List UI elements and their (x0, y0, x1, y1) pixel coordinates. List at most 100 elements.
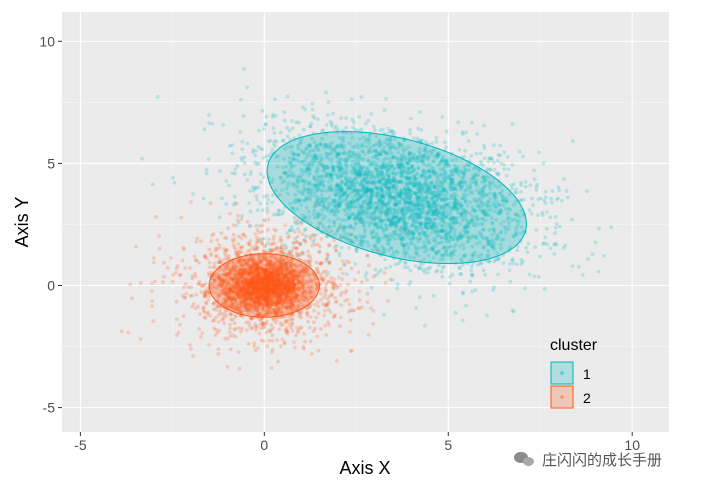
data-point (480, 209, 484, 214)
data-point (482, 156, 487, 161)
data-point (397, 143, 402, 148)
data-point (296, 159, 301, 164)
data-point (543, 195, 548, 200)
data-points (119, 67, 614, 371)
data-point (481, 201, 486, 206)
data-point (319, 291, 323, 296)
data-point (421, 268, 425, 272)
data-point (393, 215, 398, 220)
data-point (338, 222, 343, 227)
data-point (315, 156, 320, 161)
data-point (410, 217, 415, 221)
data-point (565, 195, 570, 200)
data-point (341, 135, 346, 140)
data-point (532, 168, 536, 173)
data-point (285, 191, 290, 196)
data-point (407, 181, 412, 186)
data-point (363, 274, 368, 279)
data-point (448, 185, 453, 190)
data-point (459, 272, 463, 276)
data-point (593, 240, 598, 245)
data-point (473, 250, 477, 255)
data-point (402, 219, 407, 223)
data-point (317, 199, 322, 204)
data-point (422, 197, 427, 201)
data-point (312, 159, 316, 164)
data-point (437, 210, 441, 215)
data-point (417, 212, 422, 216)
data-point (326, 100, 331, 105)
data-point (446, 246, 450, 250)
data-point (417, 151, 422, 156)
data-point (333, 154, 338, 159)
data-point (270, 350, 274, 355)
data-point (344, 272, 349, 276)
data-point (199, 239, 203, 244)
data-point (552, 242, 557, 247)
data-point (452, 204, 457, 209)
data-point (373, 148, 377, 153)
data-point (415, 158, 420, 163)
data-point (563, 243, 567, 248)
data-point (496, 172, 501, 177)
data-point (226, 226, 231, 231)
data-point (420, 198, 425, 203)
data-point (426, 154, 431, 159)
data-point (409, 212, 414, 217)
data-point (476, 173, 480, 177)
data-point (380, 169, 385, 174)
data-point (373, 166, 378, 171)
data-point (388, 181, 393, 186)
data-point (417, 201, 422, 205)
data-point (403, 191, 408, 196)
data-point (395, 219, 400, 223)
data-point (282, 110, 287, 115)
data-point (536, 197, 541, 202)
data-point (467, 168, 472, 173)
data-point (453, 248, 457, 253)
data-point (415, 224, 420, 229)
data-point (408, 177, 413, 181)
data-point (393, 262, 398, 267)
data-point (327, 157, 332, 162)
data-point (533, 245, 538, 250)
data-point (366, 172, 371, 177)
data-point (379, 194, 384, 199)
data-point (437, 190, 442, 194)
data-point (469, 181, 473, 186)
data-point (364, 171, 369, 175)
data-point (492, 160, 496, 165)
data-point (499, 161, 504, 166)
data-point (443, 206, 447, 211)
data-point (354, 176, 359, 181)
data-point (335, 191, 340, 196)
data-point (461, 193, 466, 197)
data-point (444, 215, 449, 220)
data-point (391, 155, 396, 160)
data-point (474, 234, 479, 238)
data-point (404, 200, 409, 205)
data-point (329, 172, 333, 177)
data-point (412, 243, 417, 248)
data-point (419, 202, 424, 207)
data-point (540, 210, 545, 215)
data-point (178, 323, 182, 327)
data-point (538, 254, 542, 259)
data-point (362, 234, 367, 239)
data-point (321, 164, 326, 169)
data-point (402, 247, 406, 252)
data-point (337, 169, 342, 174)
data-point (374, 181, 379, 185)
data-point (374, 201, 378, 206)
data-point (403, 220, 407, 225)
data-point (373, 214, 378, 219)
data-point (454, 202, 459, 207)
data-point (423, 189, 428, 194)
data-point (381, 127, 385, 132)
data-point (464, 230, 469, 235)
data-point (372, 179, 376, 183)
data-point (559, 198, 564, 203)
data-point (518, 189, 523, 194)
data-point (350, 239, 354, 244)
data-point (438, 216, 443, 221)
